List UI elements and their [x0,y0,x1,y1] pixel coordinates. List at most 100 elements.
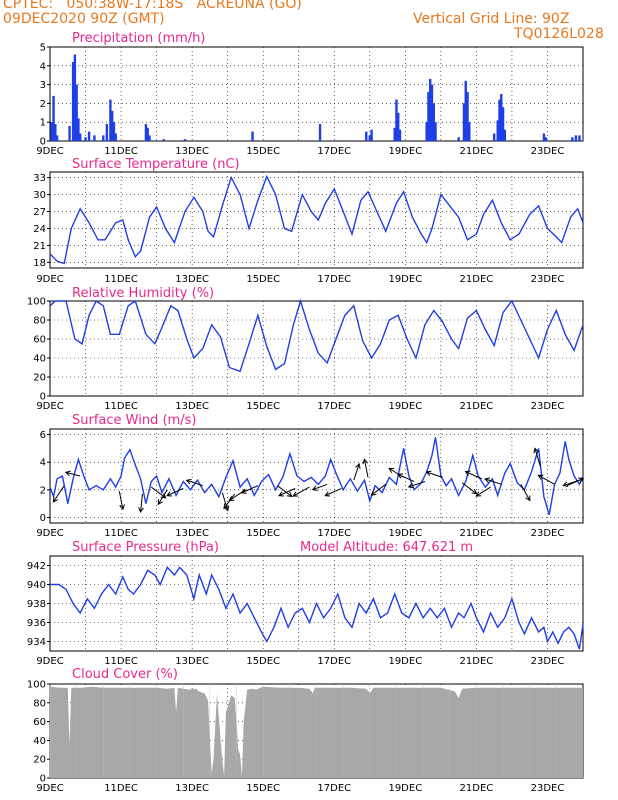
precip-bar [365,131,368,141]
x-tick-label: 23DEC [531,783,565,794]
y-tick-label: 20 [33,373,46,384]
x-tick-label: 9DEC [36,783,63,794]
series-line [49,174,584,265]
wind-arrow-head [166,491,173,497]
x-tick-label: 23DEC [531,146,565,157]
wind-arrow-head [533,447,539,454]
precip-bar [464,80,467,141]
y-tick-label: 2 [40,99,46,110]
model-altitude: Model Altitude: 647.621 m [300,540,473,555]
y-tick-label: 4 [40,61,46,72]
x-tick-label: 21DEC [460,783,494,794]
wind-arrow-head [64,470,71,477]
x-tick-label: 21DEC [460,274,494,285]
precip-bar [79,133,82,141]
x-tick-label: 11DEC [104,528,138,539]
panel-title: Precipitation (mm/h) [72,31,205,46]
panel-5: 0 20 40 60 80 100 9DEC 11DEC 13DEC 15DEC 17DEC 19DE… [27,667,584,794]
precip-bar [102,135,105,141]
precip-bar [578,135,581,141]
panel-1: 18 21 24 27 30 33 9DEC 11DEC 13DEC 15DEC 17DEC 19DE… [33,157,584,285]
precip-bar [571,137,574,141]
precip-bar [370,129,373,141]
y-tick-label: 80 [33,698,46,709]
wind-arrow-head [278,491,285,497]
wind-arrow-head [157,499,163,506]
wind-arrow-head [388,467,395,473]
y-tick-label: 5 [40,43,46,54]
precip-bar [496,120,499,141]
y-tick-label: 21 [33,241,46,252]
x-tick-label: 15DEC [246,783,280,794]
wind-arrow [475,486,491,497]
precip-bar [54,124,57,141]
precip-bar [77,118,80,141]
wind-arrow-head [464,470,471,476]
wind-arrow [157,489,168,505]
precip-bar [462,103,466,141]
panel-4: 934 936 938 940 942 9DEC 11DEC 13DEC 15DEC 17DEC 1… [27,540,584,667]
x-tick-label: 15DEC [246,401,280,412]
precip-bar [110,110,114,141]
y-tick-label: 20 [33,755,46,766]
x-tick-label: 17DEC [317,401,351,412]
precip-bar [109,99,112,141]
x-tick-label: 17DEC [317,528,351,539]
precip-bar [52,95,55,141]
wind-arrow-head [286,491,293,498]
precip-bar [393,127,396,141]
x-tick-label: 11DEC [104,656,138,667]
wind-arrow [277,485,293,497]
panel-title: Surface Temperature (nC) [72,157,240,172]
x-tick-label: 13DEC [175,401,209,412]
wind-arrow-head [397,473,404,479]
x-tick-label: 21DEC [460,146,494,157]
y-tick-label: 33 [33,173,46,184]
wind-arrow-head [52,496,59,503]
x-tick-label: 11DEC [104,401,138,412]
precip-bar [500,94,503,141]
wind-arrow [312,483,328,491]
wind-arrow [397,473,415,482]
y-tick-label: 936 [27,618,46,629]
panel-title: Cloud Cover (%) [72,667,178,682]
x-tick-label: 23DEC [531,528,565,539]
y-tick-label: 30 [33,190,46,201]
panel-frame [49,171,584,269]
x-tick-label: 9DEC [36,146,63,157]
y-tick-label: 100 [27,297,46,308]
y-tick-label: 80 [33,316,46,327]
y-tick-label: 24 [33,224,46,235]
y-tick-label: 0 [40,392,46,403]
wind-arrow [563,479,580,487]
x-tick-label: 19DEC [388,528,422,539]
x-tick-label: 17DEC [317,274,351,285]
wind-arrow [292,486,310,497]
x-tick-label: 17DEC [317,146,351,157]
x-tick-label: 15DEC [246,528,280,539]
x-tick-label: 9DEC [36,656,63,667]
y-tick-label: 3 [40,80,46,91]
wind-arrow [353,463,360,481]
x-tick-label: 21DEC [460,528,494,539]
y-tick-label: 40 [33,736,46,747]
series-line [49,298,584,373]
x-tick-label: 15DEC [246,656,280,667]
wind-arrow [534,448,541,467]
wind-arrow-head [119,504,125,511]
x-tick-label: 23DEC [531,401,565,412]
y-tick-label: 0 [40,513,46,524]
wind-arrow [186,479,203,487]
precip-bar [71,62,75,141]
x-tick-label: 17DEC [317,783,351,794]
wind-arrow [484,478,502,485]
wind-arrow [278,487,296,497]
wind-arrow [461,482,477,495]
y-tick-label: 100 [27,680,46,691]
panel-title: Relative Humidity (%) [72,286,214,301]
x-tick-label: 23DEC [531,274,565,285]
wind-arrow [363,459,369,478]
precip-bar [162,139,165,141]
wind-arrow [166,487,184,497]
y-tick-label: 940 [27,580,46,591]
